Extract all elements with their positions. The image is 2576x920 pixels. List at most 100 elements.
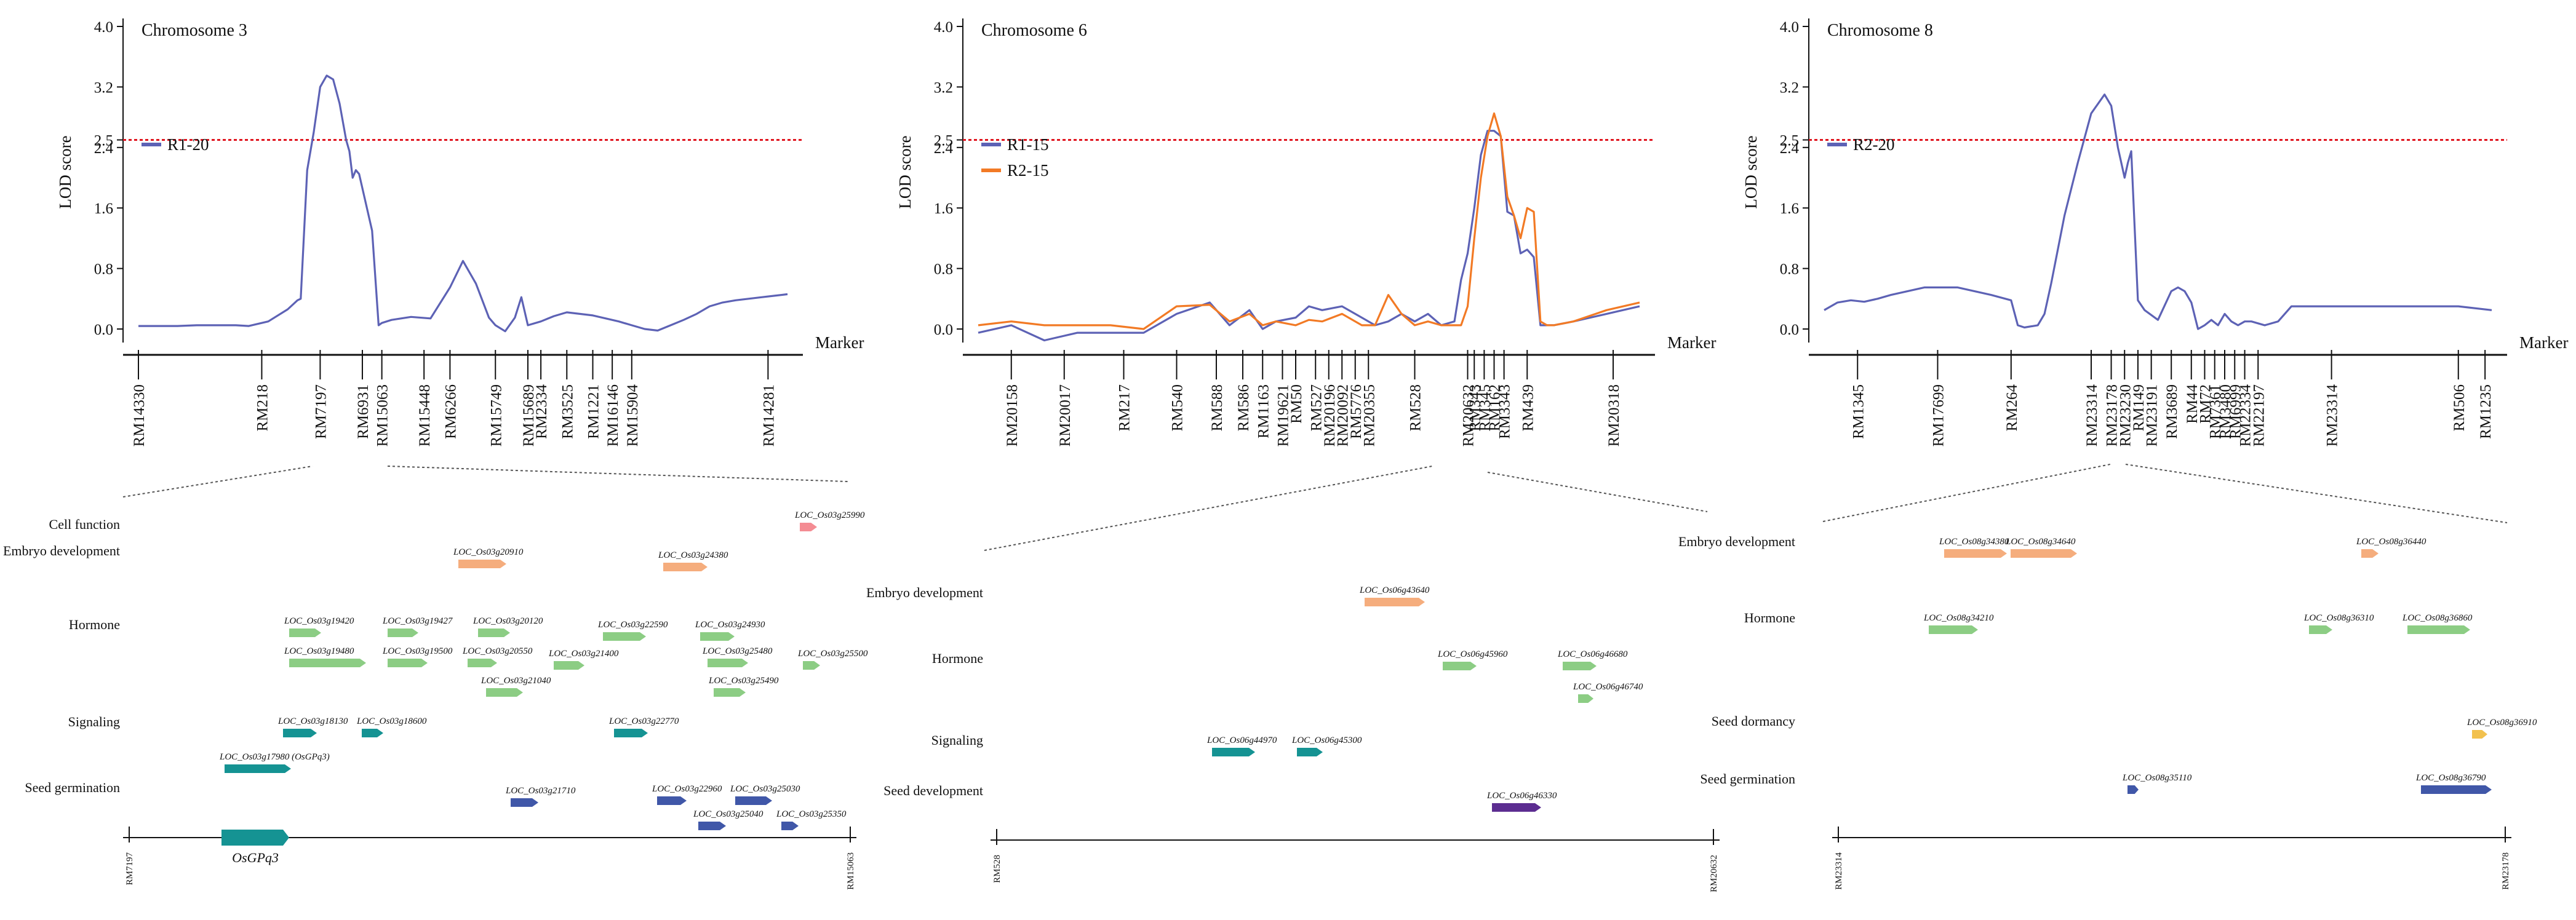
y-tick-label: 4.0 <box>1780 19 1799 36</box>
marker-label: RM217 <box>1117 384 1133 431</box>
marker-label: RM17699 <box>1930 384 1947 446</box>
zoom-connector-line <box>984 466 1433 551</box>
gene-label: LOC_Os03g25350 <box>776 809 847 819</box>
gene-label: LOC_Os06g46740 <box>1573 682 1643 692</box>
marker-label: RM20158 <box>1004 384 1021 446</box>
marker-label: RM20632 <box>1461 384 1477 446</box>
category-label: Seed germination <box>25 780 120 795</box>
gene-arrow <box>1297 748 1323 756</box>
y-tick-label: 0.0 <box>1780 322 1799 338</box>
gene-arrow <box>289 659 366 667</box>
gene-label: LOC_Os03g19480 <box>284 646 354 656</box>
gene-arrow <box>388 629 418 637</box>
gene-label: LOC_Os03g20550 <box>462 646 533 656</box>
marker-label: RM7361 <box>2207 384 2224 439</box>
gene-label: LOC_Os03g21040 <box>481 676 551 686</box>
gene-arrow <box>714 688 746 697</box>
marker-label: RM1235 <box>2478 384 2494 439</box>
marker-label: RM23178 <box>2104 384 2121 446</box>
y-tick-label: 3.2 <box>1780 79 1799 96</box>
category-label: Hormone <box>932 651 983 666</box>
category-label: Signaling <box>68 714 120 729</box>
marker-label: RM540 <box>1170 384 1186 431</box>
marker-label: RM22334 <box>2238 384 2254 447</box>
gene-label: LOC_Os03g20120 <box>473 616 543 626</box>
zoom-connector-line <box>2125 464 2508 523</box>
gene-panel-3: Embryo development Hormone Seed dormancy Se… <box>1678 464 2537 890</box>
marker-label: RM6999 <box>2227 384 2244 439</box>
series-line-R1-20 <box>138 74 788 333</box>
marker-label: RM528 <box>1408 384 1424 431</box>
marker-label: RM1345 <box>1850 384 1867 439</box>
gene-arrow <box>388 659 428 667</box>
region-right-marker: RM23178 <box>2501 852 2511 890</box>
zoom-connector-line <box>1822 464 2111 522</box>
marker-label: RM20092 <box>1334 384 1351 446</box>
marker-label: RM588 <box>1209 384 1226 431</box>
gene-label: LOC_Os06g43640 <box>1359 585 1430 595</box>
y-tick-label: 0.8 <box>94 261 113 278</box>
marker-label: RM2334 <box>533 384 550 439</box>
marker-label: RM14281 <box>760 384 777 446</box>
gene-label: LOC_Os03g22960 <box>652 784 722 794</box>
gene-label: LOC_Os08g34210 <box>1923 613 1994 623</box>
category-label: Hormone <box>69 617 120 632</box>
gene-arrow <box>803 661 820 670</box>
category-label: Cell function <box>49 517 120 532</box>
gene-label: LOC_Os03g24380 <box>658 550 728 560</box>
gene-arrow <box>614 729 648 737</box>
zoom-connector-line <box>387 466 848 482</box>
marker-label: RM3689 <box>2164 384 2180 439</box>
marker-label: RM23314 <box>2324 384 2341 447</box>
y-tick-label: 1.6 <box>94 200 113 217</box>
gene-arrow <box>289 629 321 637</box>
gene-arrow <box>1212 748 1255 756</box>
y-axis-label: LOD score <box>56 135 74 208</box>
marker-label: RM16146 <box>605 384 621 446</box>
gene-label: LOC_Os06g45960 <box>1437 649 1508 659</box>
gene-arrow <box>1944 549 2007 558</box>
gene-arrow <box>1929 625 1978 634</box>
gene-arrow <box>362 729 383 737</box>
marker-label: RM19621 <box>1275 384 1292 446</box>
gene-label: LOC_Os03g25030 <box>730 784 800 794</box>
gene-label: LOC_Os03g21710 <box>505 786 576 796</box>
osgpq3-gene-arrow <box>221 830 289 846</box>
gene-arrow <box>2309 625 2332 634</box>
marker-label: RM3480 <box>2217 384 2234 439</box>
gene-arrow <box>735 796 772 805</box>
marker-label: RM1221 <box>586 384 602 439</box>
marker-label: RM20196 <box>1322 384 1338 446</box>
gene-panel-1: Cell function Embryo development Hormone Si… <box>3 466 868 890</box>
marker-label: RM14330 <box>131 384 148 446</box>
y-tick-label: 2.4 <box>934 140 954 157</box>
chart-panel-2: 4.0 3.2 2.52.4 1.6 0.8 0.0 LOD score Chromosome… <box>896 18 1716 446</box>
marker-label: RM506 <box>2451 384 2468 431</box>
gene-arrow <box>781 822 799 830</box>
marker-label: RM20017 <box>1057 384 1074 446</box>
gene-label: LOC_Os03g19427 <box>382 616 453 626</box>
gene-arrow <box>2011 549 2077 558</box>
gene-arrow <box>2472 730 2487 739</box>
gene-label: LOC_Os03g20910 <box>453 547 524 557</box>
marker-label: RM162 <box>1487 384 1504 431</box>
gene-label: LOC_Os03g24930 <box>695 620 765 630</box>
category-label: Embryo development <box>1678 534 1795 549</box>
y-tick-label: 0.8 <box>934 261 953 278</box>
marker-label: RM15904 <box>624 384 641 447</box>
marker-label: RM3525 <box>559 384 576 439</box>
marker-label: RM23191 <box>2144 384 2161 446</box>
gene-arrow <box>1365 598 1425 606</box>
marker-label: RM15448 <box>417 384 433 446</box>
marker-label: RM20318 <box>1606 384 1622 446</box>
gene-arrow <box>700 632 735 641</box>
gene-arrow <box>1563 662 1597 670</box>
category-label: Seed germination <box>1700 771 1795 787</box>
region-right-marker: RM15063 <box>846 852 856 890</box>
panel-title: Chromosome 3 <box>142 21 247 40</box>
y-tick-label: 2.4 <box>1780 140 1800 157</box>
x-axis-label: Marker <box>2519 333 2568 352</box>
gene-arrow <box>458 560 506 568</box>
gene-label: LOC_Os03g22770 <box>608 716 679 726</box>
